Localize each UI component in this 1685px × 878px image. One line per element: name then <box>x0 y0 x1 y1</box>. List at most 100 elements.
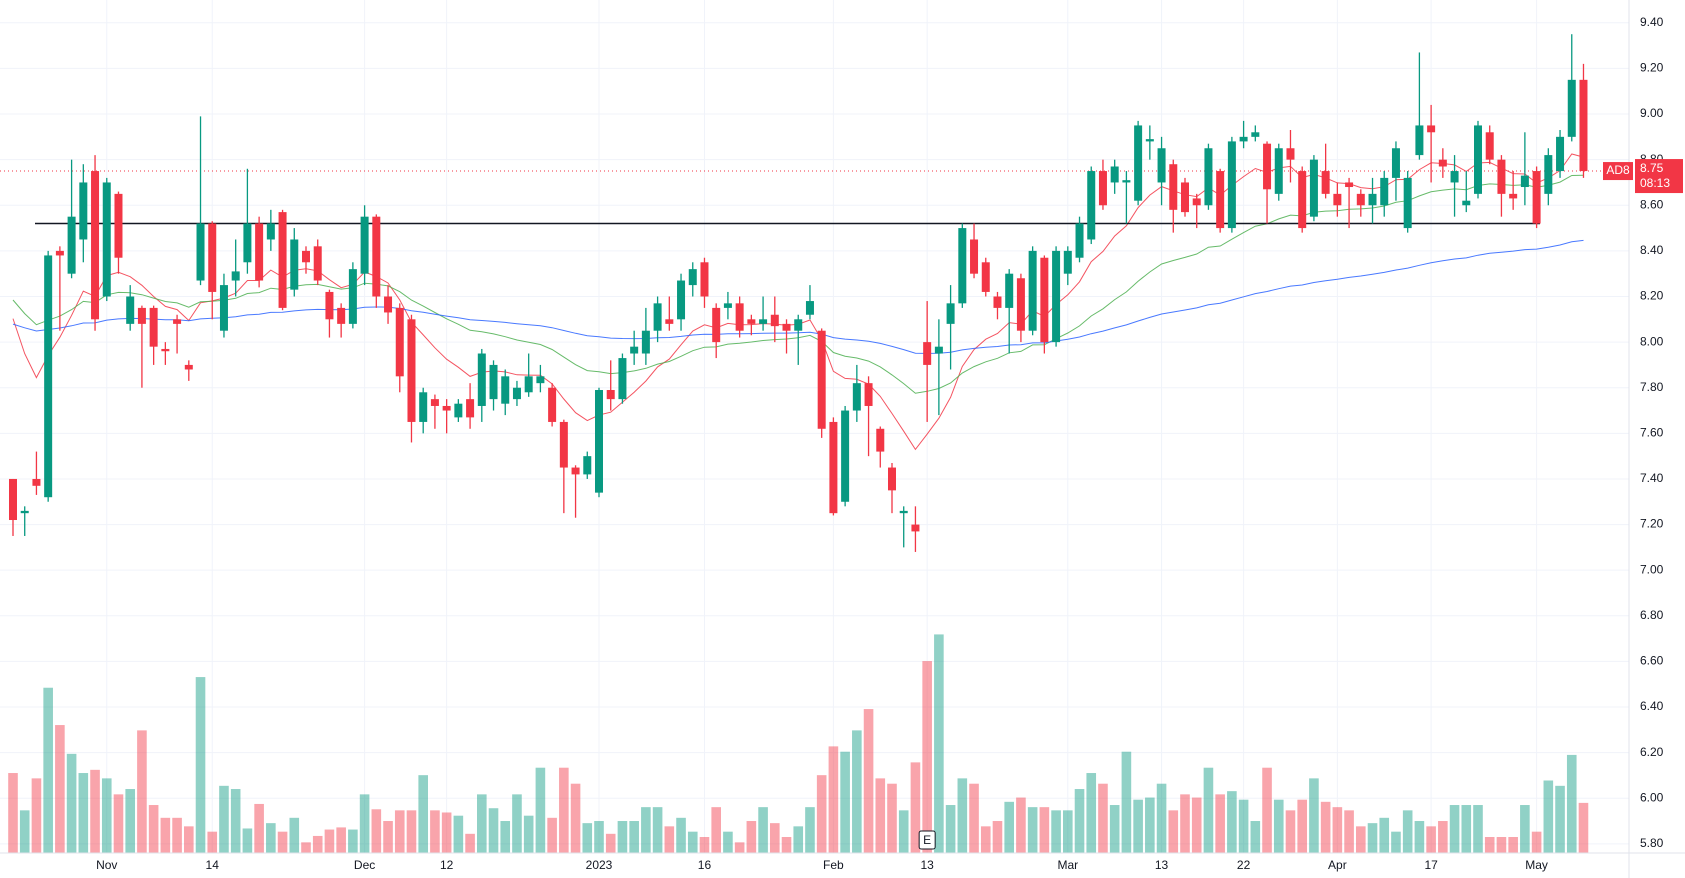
candle-body <box>1345 182 1354 188</box>
candle-body <box>805 301 814 315</box>
volume-bar <box>101 778 112 853</box>
volume-bar <box>617 821 628 853</box>
volume-bar <box>863 709 874 853</box>
candle-body <box>67 216 76 274</box>
volume-bar <box>195 677 206 853</box>
candle-body <box>1462 200 1471 206</box>
volume-bar <box>687 831 698 853</box>
volume-bar <box>219 785 229 853</box>
volume-bar <box>488 808 499 853</box>
candle-body <box>430 399 439 406</box>
volume-bar <box>1555 785 1565 853</box>
volume-bar <box>711 807 721 853</box>
candle-body <box>759 319 768 324</box>
candle-body <box>313 246 322 281</box>
volume-bar <box>336 827 346 853</box>
y-tick-label: 8.40 <box>1640 243 1664 257</box>
volume-bar <box>781 837 792 853</box>
volume-bar <box>1262 767 1272 853</box>
volume-bar <box>828 746 839 853</box>
volume-bar <box>957 778 968 853</box>
y-tick-label: 8.00 <box>1640 334 1664 348</box>
volume-bar <box>465 833 475 853</box>
candle-body <box>102 182 111 297</box>
candle-body <box>1063 250 1072 274</box>
volume-bar <box>1344 810 1354 853</box>
volume-bar <box>1578 802 1589 853</box>
volume-bar <box>734 842 745 853</box>
volume-bar <box>242 828 253 853</box>
volume-bar <box>1215 794 1225 853</box>
volume-bar <box>1508 837 1518 853</box>
candle-body <box>419 392 428 422</box>
x-tick-label: Apr <box>1328 858 1347 872</box>
candle-body <box>477 353 486 406</box>
volume-bar <box>55 725 65 853</box>
y-tick-label: 7.20 <box>1640 517 1664 531</box>
candle-body <box>1075 223 1084 258</box>
candle-body <box>876 428 885 452</box>
candle-body <box>1427 125 1436 133</box>
candle-body <box>1391 148 1400 178</box>
candle-body <box>466 399 475 418</box>
candle-body <box>735 303 744 331</box>
volume-bar <box>160 817 171 853</box>
candle-body <box>1286 148 1295 160</box>
volume-bar <box>1520 805 1530 853</box>
volume-bar <box>78 773 89 853</box>
volume-bar <box>266 823 276 853</box>
candle-body <box>1052 250 1061 343</box>
volume-bar <box>1379 817 1390 853</box>
candle-body <box>1239 136 1248 142</box>
event-marker <box>918 830 936 850</box>
volume-bar <box>301 842 311 853</box>
volume-bar <box>148 805 159 853</box>
candle-body <box>173 319 182 324</box>
candle-body <box>688 269 697 286</box>
x-tick-label: Mar <box>1057 858 1078 872</box>
candle-body <box>231 271 240 281</box>
volume-bar <box>1414 821 1425 853</box>
volume-bar <box>1109 805 1120 853</box>
volume-bar <box>1320 801 1331 853</box>
volume-bar <box>371 809 382 853</box>
candle-body <box>208 223 217 292</box>
volume-bar <box>898 810 909 853</box>
x-tick-label: 2023 <box>586 858 613 872</box>
candle-body <box>1438 159 1447 167</box>
volume-bar <box>816 775 827 853</box>
volume-bar <box>1051 810 1061 853</box>
volume-bar <box>523 815 534 853</box>
volume-bar <box>992 821 1003 853</box>
volume-bar <box>1203 767 1214 853</box>
volume-bar <box>922 661 932 853</box>
candle-body <box>1497 159 1506 194</box>
volume-bar <box>137 730 147 853</box>
volume-bar <box>1426 826 1436 853</box>
candle-body <box>1016 278 1025 331</box>
volume-bar <box>289 817 300 853</box>
candle-body <box>665 319 674 324</box>
volume-bar <box>969 783 979 853</box>
x-tick-label: 12 <box>440 858 454 872</box>
grid <box>0 0 1629 853</box>
volume-bar <box>559 767 569 853</box>
volume-bar <box>1438 821 1448 853</box>
candle-body <box>184 364 193 370</box>
candle-body <box>114 193 123 258</box>
y-tick-label: 6.20 <box>1640 745 1664 759</box>
x-tick-label: May <box>1525 858 1548 872</box>
candle-body <box>55 250 64 256</box>
candle-body <box>1192 198 1201 206</box>
volume-bar <box>312 835 323 853</box>
candle-body <box>1544 155 1553 194</box>
volume-bar <box>699 837 710 853</box>
event-label: E <box>923 833 931 847</box>
volume-bar <box>383 821 393 853</box>
volume-bar <box>1121 751 1132 853</box>
volume-bar <box>512 794 522 853</box>
volume-bar <box>746 821 757 853</box>
candle-body <box>1181 182 1189 213</box>
volume-bar <box>793 826 804 853</box>
candle-body <box>1028 250 1037 331</box>
